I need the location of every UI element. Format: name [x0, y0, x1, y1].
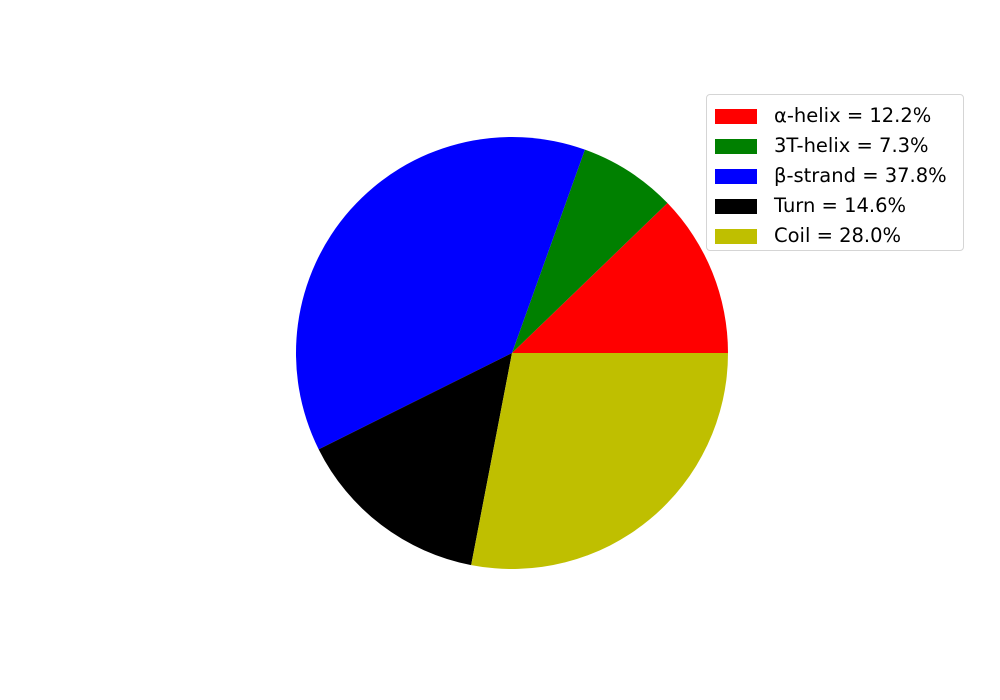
- legend-item-coil: Coil = 28.0%: [707, 221, 963, 251]
- legend-swatch: [715, 138, 757, 154]
- legend-swatch: [715, 198, 757, 214]
- legend-item-beta-strand: β-strand = 37.8%: [707, 161, 963, 191]
- legend-label: 3T-helix = 7.3%: [774, 134, 929, 158]
- pie-slice-0: [512, 203, 728, 353]
- pie-slice-1: [512, 149, 668, 353]
- legend: α-helix = 12.2% 3T-helix = 7.3% β-strand…: [706, 94, 964, 251]
- legend-item-alpha-helix: α-helix = 12.2%: [707, 101, 963, 131]
- legend-label: β-strand = 37.8%: [774, 164, 947, 188]
- legend-swatch: [715, 168, 757, 184]
- pie-slice-3: [318, 353, 512, 566]
- legend-item-turn: Turn = 14.6%: [707, 191, 963, 221]
- legend-label: α-helix = 12.2%: [774, 104, 932, 128]
- legend-swatch: [715, 228, 757, 244]
- legend-label: Coil = 28.0%: [774, 224, 902, 248]
- legend-item-3t-helix: 3T-helix = 7.3%: [707, 131, 963, 161]
- legend-swatch: [715, 108, 757, 124]
- pie-slice-2: [295, 136, 585, 450]
- legend-label: Turn = 14.6%: [774, 194, 907, 218]
- pie-slice-4: [471, 353, 728, 569]
